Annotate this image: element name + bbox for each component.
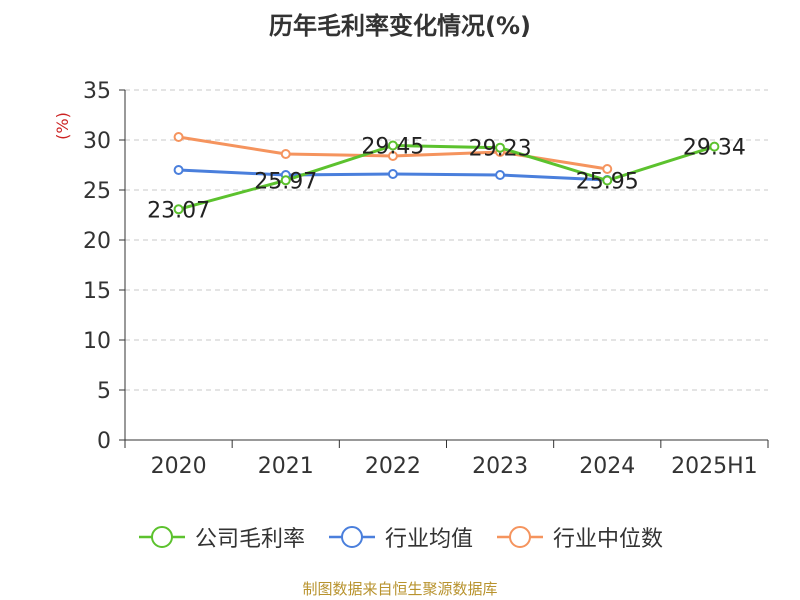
data-point	[387, 151, 398, 161]
data-point	[602, 175, 613, 186]
y-tick-label: 0	[97, 429, 111, 454]
x-tick-label: 2025H1	[671, 454, 758, 479]
legend-label: 公司毛利率	[194, 527, 305, 552]
y-axis-label: (%)	[53, 112, 72, 140]
x-tick-label: 2024	[579, 454, 635, 479]
data-point	[495, 170, 506, 180]
legend: 公司毛利率 行业均值 行业中位数	[0, 520, 800, 554]
legend-swatch	[497, 526, 543, 548]
legend-swatch	[138, 526, 185, 548]
chart-title: 历年毛利率变化情况(%)	[269, 12, 531, 40]
data-point	[495, 142, 506, 153]
source-note: 制图数据来自恒生聚源数据库	[302, 580, 498, 598]
legend-label: 行业均值	[384, 527, 473, 552]
data-point	[280, 149, 291, 159]
data-point	[173, 165, 184, 175]
y-tick-label: 30	[83, 129, 111, 154]
data-label: 25.97	[254, 169, 317, 194]
y-tick-label: 10	[83, 329, 111, 354]
grid-lines	[125, 89, 768, 391]
legend-item[interactable]: 行业中位数	[495, 521, 663, 553]
data-point	[709, 141, 720, 152]
data-label: 29.23	[469, 137, 532, 162]
data-label: 23.07	[147, 198, 210, 223]
data-point	[602, 164, 613, 174]
legend-item[interactable]: 行业均值	[327, 521, 473, 553]
data-label: 29.34	[683, 136, 746, 161]
x-tick-label: 2021	[258, 454, 314, 479]
data-point	[387, 140, 398, 151]
legend-item[interactable]: 公司毛利率	[137, 521, 305, 553]
y-tick-label: 5	[97, 379, 111, 404]
y-tick-label: 35	[83, 79, 111, 104]
legend-swatch	[328, 526, 375, 548]
data-label: 25.95	[576, 170, 639, 195]
y-tick-label: 20	[83, 229, 111, 254]
data-label: 29.45	[361, 135, 424, 160]
data-point	[387, 169, 398, 179]
series-line	[178, 144, 715, 211]
data-point	[173, 132, 184, 142]
data-point	[173, 204, 184, 215]
x-tick-label: 2020	[151, 454, 207, 479]
x-tick-label: 2022	[365, 454, 421, 479]
x-tick-label: 2023	[472, 454, 528, 479]
y-tick-label: 25	[83, 179, 111, 204]
data-labels: 23.07 25.97 29.45 29.23 25.95 29.34	[147, 135, 746, 224]
series-lines	[173, 132, 720, 215]
legend-label: 行业中位数	[553, 527, 664, 552]
y-tick-label: 15	[83, 279, 111, 304]
data-point	[280, 175, 291, 186]
axes: 0 5 10 15 20 25 30 35 2020 2021 2022 2023 2024 2025H1…	[53, 79, 769, 479]
